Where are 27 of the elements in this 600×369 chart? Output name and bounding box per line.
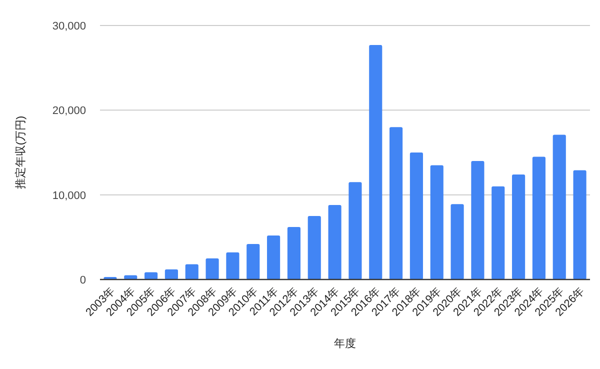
y-tick-label: 20,000 <box>52 105 86 118</box>
y-tick-label: 0 <box>80 274 86 286</box>
bar <box>512 174 526 280</box>
bar <box>287 227 300 280</box>
bar <box>226 252 240 280</box>
y-tick-label: 30,000 <box>52 20 86 32</box>
bar <box>410 152 423 280</box>
bar <box>492 186 505 280</box>
x-axis-title: 年度 <box>334 337 356 350</box>
bar <box>450 204 464 280</box>
bar <box>348 182 362 280</box>
bar <box>573 170 586 280</box>
bar <box>206 258 219 280</box>
y-axis-title: 推定年収(万円) <box>14 116 27 190</box>
bar <box>308 216 321 280</box>
y-tick-label: 10,000 <box>52 190 86 202</box>
bar <box>164 269 178 280</box>
bar <box>390 127 403 280</box>
bar <box>246 244 260 280</box>
bar <box>430 165 444 280</box>
bar <box>532 156 546 280</box>
bar <box>552 134 566 280</box>
bar <box>328 204 342 280</box>
bar <box>471 160 484 280</box>
bar <box>267 235 280 280</box>
bar <box>185 264 198 280</box>
bar <box>369 44 382 280</box>
